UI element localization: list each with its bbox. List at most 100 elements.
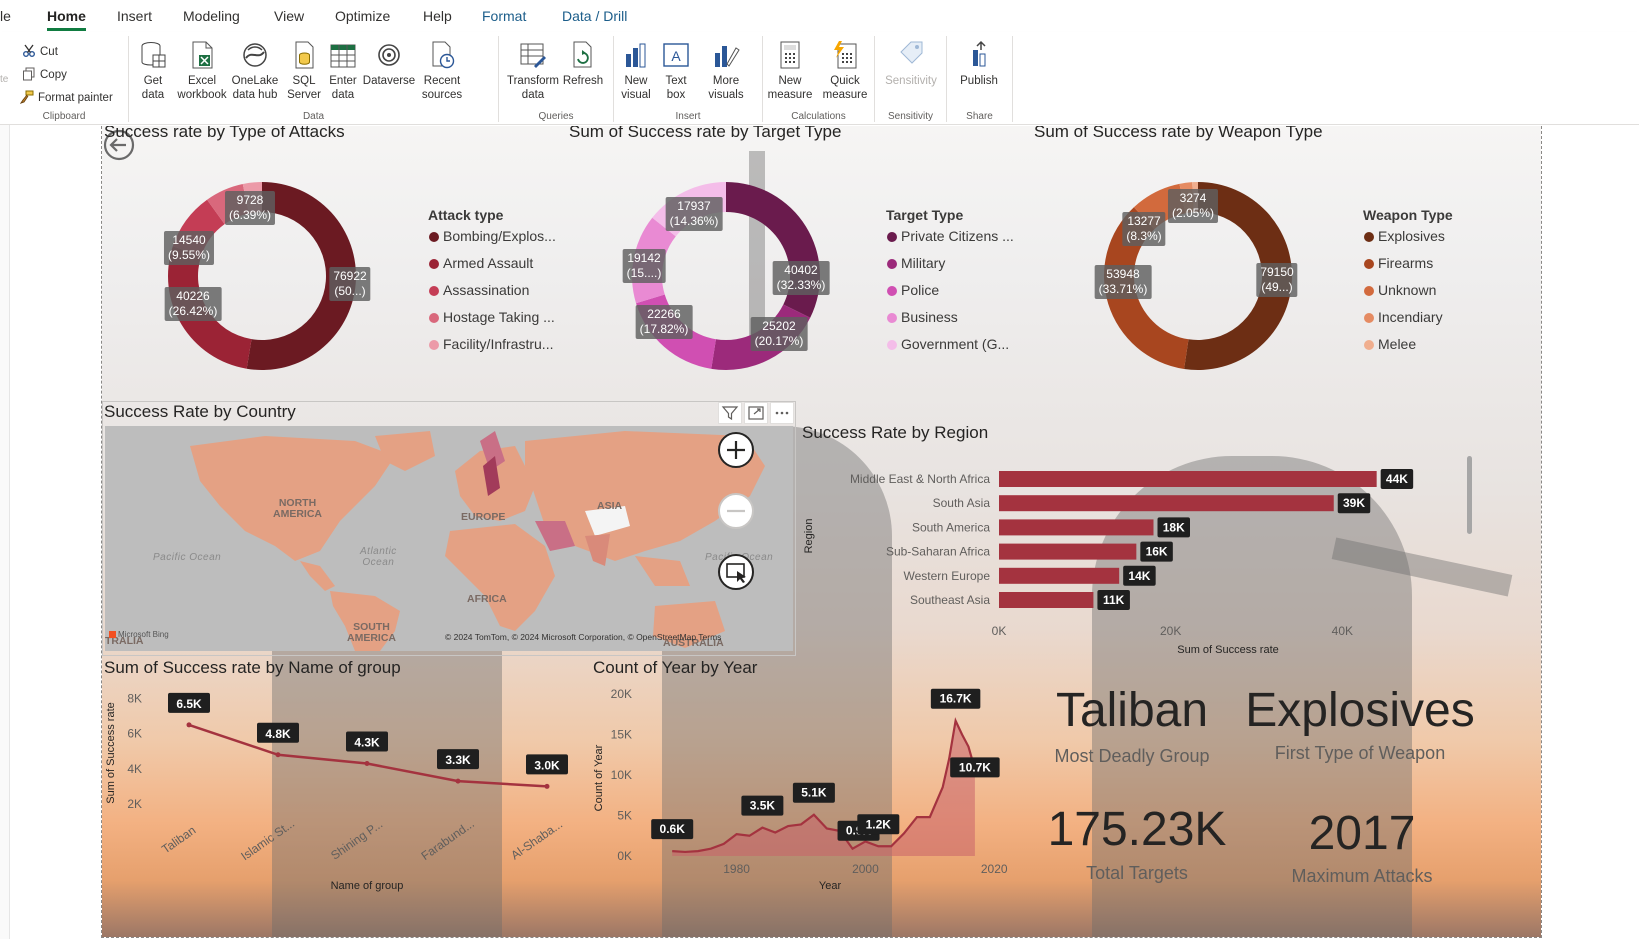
target-slice-0[interactable] — [726, 182, 820, 318]
cut-button[interactable]: Cut — [22, 44, 58, 58]
central-america-shape — [300, 561, 335, 591]
transform-data-button[interactable]: Transform data — [505, 40, 561, 102]
attack-legend-item[interactable]: Bombing/Explos... — [429, 228, 556, 244]
back-arrow-icon[interactable] — [102, 128, 136, 162]
weapon-legend-label: Incendiary — [1378, 309, 1443, 325]
attack-legend-item[interactable]: Facility/Infrastru... — [429, 336, 553, 352]
country-map[interactable]: NORTH AMERICA EUROPE ASIA AFRICA SOUTH A… — [105, 426, 793, 651]
year-value-label-box — [950, 757, 1000, 778]
filter-button[interactable] — [718, 402, 742, 424]
map-label-australia: AUSTRALIA — [663, 637, 724, 649]
attack-slice-0[interactable] — [246, 182, 357, 371]
target-legend-item[interactable]: Private Citizens ... — [887, 228, 1014, 244]
weapon-legend-dot — [1364, 286, 1374, 296]
target-legend-label: Police — [901, 282, 940, 298]
focus-mode-button[interactable] — [744, 402, 768, 424]
region-category-label: South America — [912, 520, 990, 534]
group-point[interactable] — [275, 752, 281, 758]
weapon-legend-item[interactable]: Melee — [1364, 336, 1416, 352]
group-point[interactable] — [455, 778, 461, 784]
text-box-button[interactable]: A Text box — [658, 40, 694, 102]
weapon-legend-item[interactable]: Unknown — [1364, 282, 1436, 298]
attack-legend-item[interactable]: Assassination — [429, 282, 529, 298]
tab-format[interactable]: Format — [482, 8, 527, 24]
quick-measure-button[interactable]: Quick measure — [819, 40, 871, 102]
refresh-button[interactable]: Refresh — [561, 40, 605, 88]
copy-icon — [23, 67, 35, 81]
region-bar[interactable] — [999, 519, 1154, 536]
target-legend-item[interactable]: Police — [887, 282, 939, 298]
weapon-label-3-pct: (2.05%) — [1171, 206, 1215, 220]
year-y-tick: 15K — [611, 728, 632, 742]
left-pane-strip — [0, 125, 10, 939]
recent-sources-button[interactable]: Recent sources — [418, 40, 466, 102]
target-legend-item[interactable]: Military — [887, 255, 945, 271]
sensitivity-button[interactable]: Sensitivity — [879, 40, 943, 88]
weapon-legend-label: Explosives — [1378, 228, 1445, 244]
tab-view[interactable]: View — [274, 8, 305, 24]
weapon-slice-1[interactable] — [1104, 207, 1189, 369]
region-bar-chart[interactable]: Middle East & North Africa 44K South Asia 3… — [800, 446, 1490, 656]
weapon-label-1: 53948 (33.71%) — [1094, 265, 1152, 299]
attack-legend-item[interactable]: Hostage Taking ... — [429, 309, 555, 325]
group-line-chart[interactable]: 2K 4K 6K 8K 6.5K Taliban 4.8K Islamic St... 4.3K… — [102, 678, 582, 893]
attack-legend-label: Hostage Taking ... — [443, 309, 555, 325]
attack-legend-item[interactable]: Armed Assault — [429, 255, 533, 271]
weapon-legend-item[interactable]: Incendiary — [1364, 309, 1443, 325]
format-painter-button[interactable]: Format painter — [19, 90, 113, 104]
sql-server-button[interactable]: SQL Server — [286, 40, 322, 102]
weapon-legend-label: Firearms — [1378, 255, 1434, 271]
group-point[interactable] — [364, 761, 370, 767]
sql-server-icon — [295, 41, 314, 69]
tab-file[interactable]: le — [0, 8, 11, 24]
map-attribution[interactable]: © 2024 TomTom, © 2024 Microsoft Corporat… — [445, 632, 722, 642]
tab-home[interactable]: Home — [47, 8, 86, 31]
publish-button[interactable]: Publish — [953, 40, 1005, 88]
region-bar[interactable] — [999, 567, 1120, 584]
new-measure-button[interactable]: New measure — [765, 40, 815, 102]
excel-workbook-button[interactable]: Excel workbook — [176, 40, 228, 102]
report-page: Success rate by Type of Attacks 76922 (50… — [101, 126, 1542, 938]
sensitivity-group: Sensitivity Sensitivity — [875, 36, 947, 122]
weapon-slice-0[interactable] — [1184, 182, 1292, 370]
attack-label-0-pct: (50...) — [334, 284, 366, 298]
target-legend-item[interactable]: Business — [887, 309, 958, 325]
year-value-label-box — [792, 782, 835, 803]
publish-icon — [973, 40, 986, 67]
get-data-button[interactable]: Get data — [135, 40, 171, 102]
dataverse-button[interactable]: Dataverse — [362, 40, 416, 88]
target-legend-dot — [887, 232, 897, 242]
tab-help[interactable]: Help — [423, 8, 452, 24]
year-value-label: 16.7K — [940, 692, 972, 706]
tab-optimize[interactable]: Optimize — [335, 8, 391, 24]
copy-button[interactable]: Copy — [22, 67, 67, 81]
weapon-legend-dot — [1364, 340, 1374, 350]
more-options-button[interactable] — [770, 402, 794, 424]
enter-data-button[interactable]: Enter data — [325, 40, 361, 102]
region-bar[interactable] — [999, 543, 1137, 560]
region-bar[interactable] — [999, 592, 1094, 608]
weapon-legend-item[interactable]: Firearms — [1364, 255, 1433, 271]
select-area-button[interactable] — [718, 554, 754, 590]
quick-measure-icon — [834, 41, 857, 69]
tab-insert[interactable]: Insert — [117, 8, 153, 24]
region-bar[interactable] — [999, 471, 1377, 487]
zoom-out-button[interactable] — [718, 493, 754, 529]
tab-data-drill[interactable]: Data / Drill — [562, 8, 628, 24]
onelake-data-hub-button[interactable]: OneLake data hub — [229, 40, 281, 102]
target-legend-item[interactable]: Government (G... — [887, 336, 1009, 352]
year-area-chart[interactable]: 0K5K10K15K20K1980200020200.6K3.5K5.1K0.9… — [590, 678, 1035, 893]
weapon-chart-title: Sum of Success rate by Weapon Type — [1034, 126, 1323, 141]
new-visual-button[interactable]: New visual — [618, 40, 654, 102]
country-map-visual[interactable] — [102, 401, 796, 656]
tab-modeling[interactable]: Modeling — [183, 8, 240, 24]
group-point[interactable] — [544, 783, 550, 789]
region-bar[interactable] — [999, 495, 1334, 512]
region-chart-title: Success Rate by Region — [802, 423, 989, 442]
group-point[interactable] — [186, 722, 192, 728]
zoom-in-button[interactable] — [718, 432, 754, 468]
region-scrollbar[interactable] — [1467, 456, 1472, 534]
weapon-legend-item[interactable]: Explosives — [1364, 228, 1445, 244]
attack-slice-1[interactable] — [168, 246, 252, 369]
more-visuals-button[interactable]: More visuals — [698, 40, 754, 102]
